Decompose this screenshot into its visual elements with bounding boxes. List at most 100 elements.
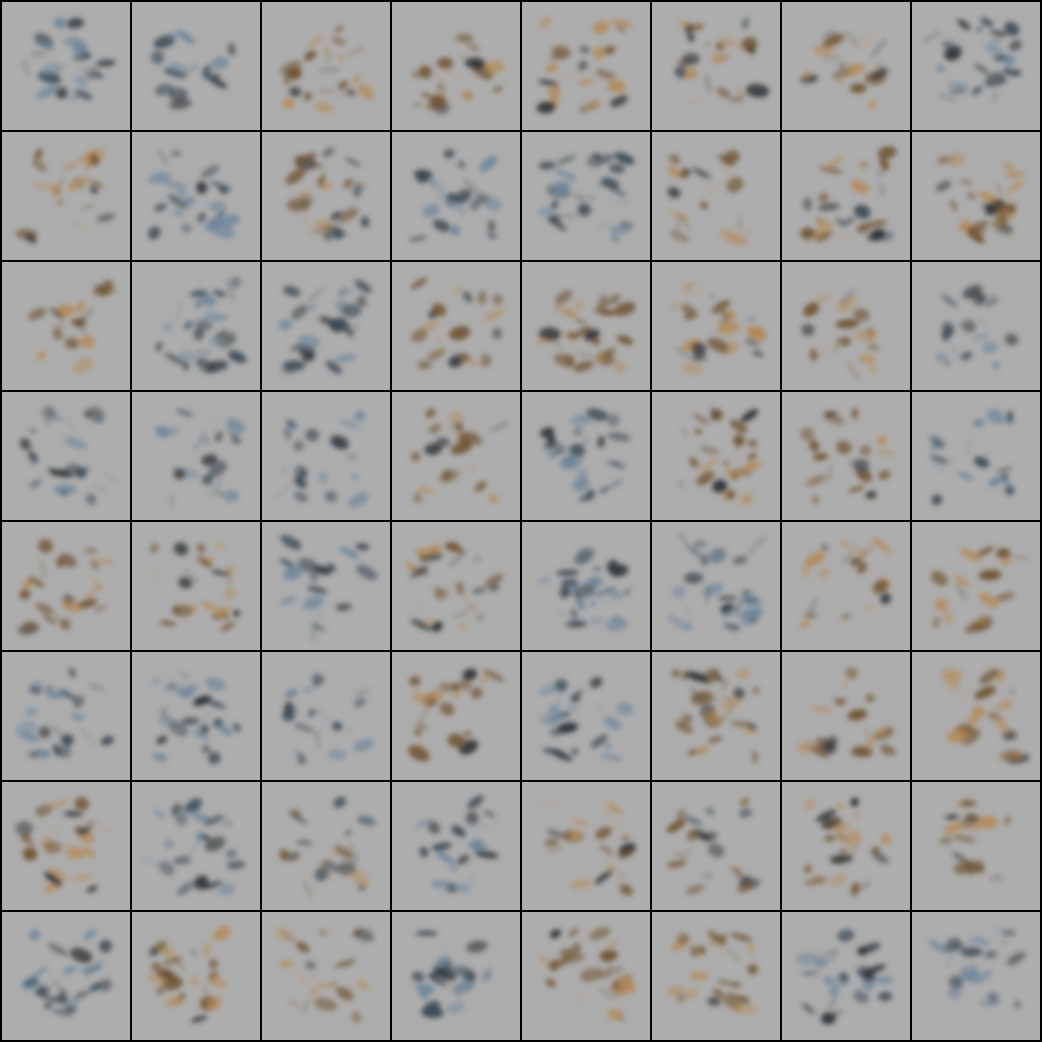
- blob: [178, 577, 193, 589]
- blob: [868, 343, 879, 351]
- blob: [741, 589, 753, 598]
- blob: [168, 62, 188, 74]
- blob: [343, 178, 353, 189]
- blob: [151, 677, 161, 686]
- blob: [429, 423, 441, 434]
- blob: [1008, 202, 1016, 215]
- tile-background: [522, 262, 650, 390]
- blob: [194, 300, 203, 309]
- blob: [333, 796, 347, 809]
- blob: [867, 366, 878, 373]
- stroke: [728, 455, 736, 461]
- blob: [857, 562, 867, 574]
- sample-tile-image: [2, 912, 130, 1040]
- blob: [72, 53, 92, 61]
- blob: [992, 214, 1008, 229]
- blob: [548, 959, 560, 972]
- blob: [44, 685, 53, 692]
- blob: [467, 795, 484, 810]
- blob: [227, 350, 247, 364]
- blob: [537, 206, 555, 216]
- sample-tile-image: [912, 522, 1040, 650]
- sample-tile: [262, 782, 390, 910]
- stroke: [53, 613, 69, 631]
- stroke: [302, 998, 310, 1015]
- blob: [575, 319, 587, 324]
- blob: [836, 440, 852, 455]
- sample-tile-image: [522, 262, 650, 390]
- stroke: [302, 213, 311, 232]
- blob: [1005, 333, 1019, 346]
- stroke: [103, 471, 120, 486]
- blob: [20, 733, 40, 742]
- blob: [676, 992, 685, 1003]
- blob: [705, 807, 715, 815]
- sample-tile-image: [522, 392, 650, 520]
- tile-blobs: [803, 797, 891, 896]
- blob: [448, 411, 462, 425]
- blob: [864, 604, 874, 611]
- blob: [345, 89, 356, 96]
- sample-tile: [132, 652, 260, 780]
- blob: [71, 873, 95, 882]
- blob: [318, 472, 328, 484]
- blob: [929, 435, 946, 449]
- blob: [1001, 929, 1017, 936]
- sample-tile: [132, 522, 260, 650]
- blob: [599, 949, 618, 962]
- stroke: [983, 294, 995, 298]
- blob: [803, 197, 813, 211]
- blob: [850, 882, 860, 896]
- stroke: [169, 494, 174, 507]
- blob: [100, 736, 114, 746]
- blob: [322, 147, 335, 158]
- sample-tile: [522, 392, 650, 520]
- stroke: [463, 179, 482, 198]
- blob: [14, 720, 37, 737]
- blob: [205, 677, 226, 691]
- blob: [153, 35, 176, 49]
- sample-tile-image: [652, 262, 780, 390]
- blob: [327, 563, 337, 572]
- sample-tile: [522, 912, 650, 1040]
- stroke: [467, 602, 478, 611]
- blob: [467, 43, 481, 52]
- blob: [156, 735, 168, 745]
- blob: [175, 812, 188, 826]
- tile-background: [392, 522, 520, 650]
- stroke: [440, 65, 460, 81]
- stroke: [84, 959, 103, 978]
- blob: [712, 989, 725, 997]
- blob: [836, 802, 845, 810]
- sample-tile-image: [392, 262, 520, 390]
- tile-blobs: [535, 290, 636, 374]
- stroke: [828, 834, 847, 840]
- blob: [687, 546, 706, 560]
- stroke: [228, 285, 235, 301]
- blob: [410, 451, 421, 462]
- blob: [616, 702, 634, 716]
- blob: [572, 477, 590, 492]
- tile-background: [912, 782, 1040, 910]
- sample-tile: [782, 912, 910, 1040]
- blob: [741, 37, 758, 52]
- blob: [853, 458, 868, 473]
- blob: [162, 87, 169, 93]
- sample-tile-image: [912, 132, 1040, 260]
- blob: [957, 19, 971, 30]
- sample-tile-image: [782, 912, 910, 1040]
- tile-blobs: [931, 546, 1030, 634]
- sample-tile: [912, 912, 1040, 1040]
- stroke: [22, 59, 29, 75]
- stroke: [190, 950, 199, 956]
- blob: [417, 486, 435, 494]
- tile-blobs: [923, 17, 1022, 103]
- sample-tile: [262, 522, 390, 650]
- blob: [726, 177, 744, 193]
- blob: [327, 749, 348, 761]
- blob: [944, 814, 959, 821]
- blob: [748, 945, 755, 953]
- blob: [182, 361, 190, 371]
- blob: [153, 809, 166, 819]
- stroke: [596, 705, 600, 710]
